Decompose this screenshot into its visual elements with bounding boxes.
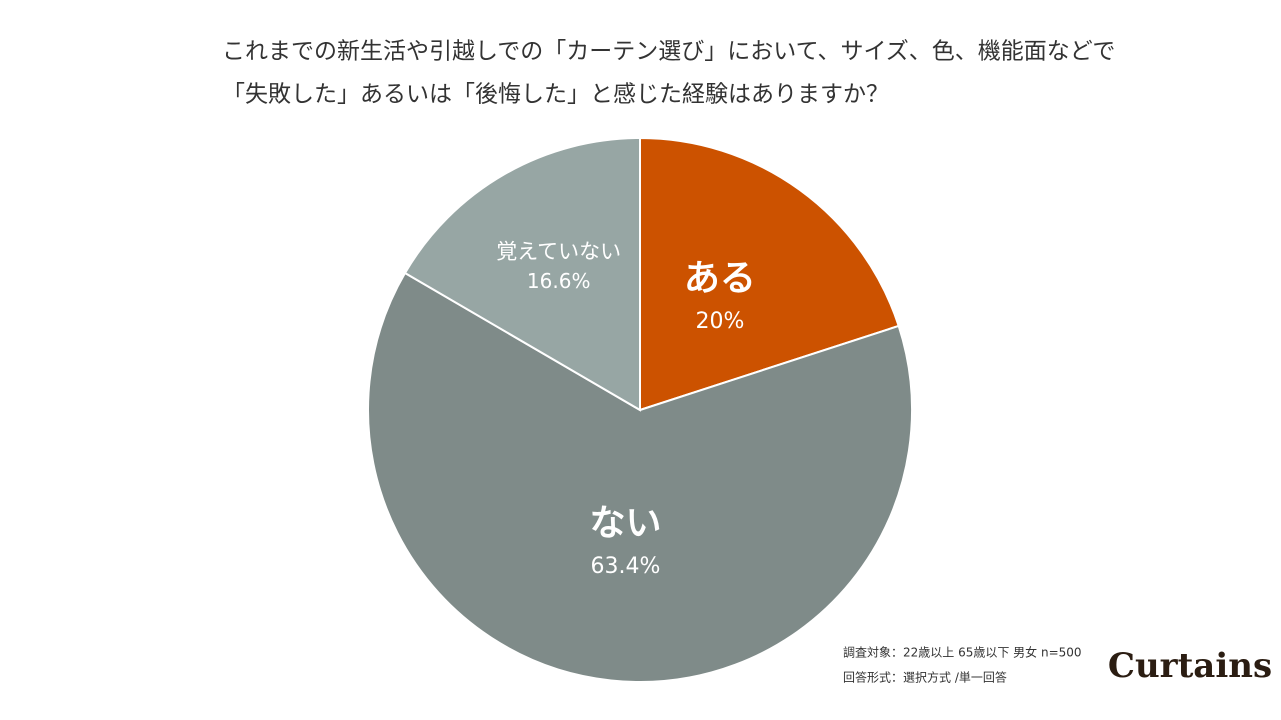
pie-slice (367, 271, 913, 683)
slice-label: ない (589, 503, 661, 544)
slice-value: 20% (695, 309, 744, 334)
slice-label: ある (684, 258, 756, 299)
slice-value: 63.4% (591, 554, 661, 579)
slice-value: 16.6% (527, 269, 591, 293)
note: 調査対象：22歳以上 65歳以下 男女 n=500 (843, 645, 1082, 660)
note: 回答形式：選択方式 /単一回答 (843, 670, 1007, 685)
chart-title: これまでの新生活や引越しでの「カーテン選び」において、サイズ、色、機能面などで (222, 39, 1115, 65)
pie-slice (403, 136, 641, 412)
logo: Curtains (1108, 646, 1272, 686)
pie-slice (639, 136, 900, 412)
chart-title: 「失敗した」あるいは「後悔した」と感じた経験はありますか？ (222, 82, 889, 108)
slice-label: 覚えていない (496, 239, 621, 263)
